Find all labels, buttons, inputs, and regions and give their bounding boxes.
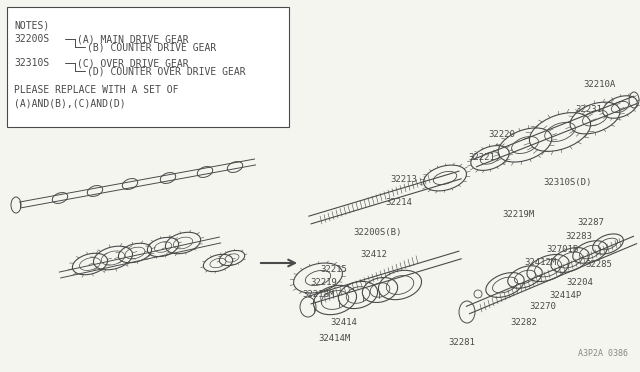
Text: 32414: 32414 [330,318,357,327]
Text: 32285: 32285 [585,260,612,269]
Text: A3P2A 0386: A3P2A 0386 [578,349,628,358]
Text: 32231: 32231 [575,105,602,114]
Text: 32281: 32281 [448,338,475,347]
Text: 32204: 32204 [566,278,593,287]
Text: 32200S: 32200S [14,34,49,44]
Text: 32221: 32221 [468,153,495,162]
Text: (B) COUNTER DRIVE GEAR: (B) COUNTER DRIVE GEAR [87,42,216,52]
Text: 32310S(D): 32310S(D) [543,178,591,187]
Text: 32282: 32282 [510,318,537,327]
Text: (D) COUNTER OVER DRIVE GEAR: (D) COUNTER OVER DRIVE GEAR [87,67,246,77]
Text: NOTES): NOTES) [14,20,49,30]
Text: 32200S(B): 32200S(B) [353,228,401,237]
Text: 32214: 32214 [385,198,412,207]
Text: 32283: 32283 [565,232,592,241]
Text: 32701B: 32701B [546,245,579,254]
Text: 32287: 32287 [577,218,604,227]
Text: 32412M: 32412M [524,258,556,267]
Text: (A) MAIN DRIVE GEAR: (A) MAIN DRIVE GEAR [77,34,189,44]
FancyBboxPatch shape [7,7,289,127]
Text: (C) OVER DRIVE GEAR: (C) OVER DRIVE GEAR [77,58,189,68]
Text: 32310S: 32310S [14,58,49,68]
Text: PLEASE REPLACE WITH A SET OF: PLEASE REPLACE WITH A SET OF [14,85,179,95]
Text: 32219: 32219 [310,278,337,287]
Text: 32219M: 32219M [502,210,534,219]
Text: 32414M: 32414M [318,334,350,343]
Text: 32412: 32412 [360,250,387,259]
Text: 32220: 32220 [488,130,515,139]
Text: 32210A: 32210A [583,80,615,89]
Text: 32215: 32215 [320,265,347,274]
Text: (A)AND(B),(C)AND(D): (A)AND(B),(C)AND(D) [14,99,125,109]
Text: 32213: 32213 [390,175,417,184]
Text: 32270: 32270 [529,302,556,311]
Text: 32414P: 32414P [549,291,581,300]
Text: 32218M: 32218M [302,290,334,299]
